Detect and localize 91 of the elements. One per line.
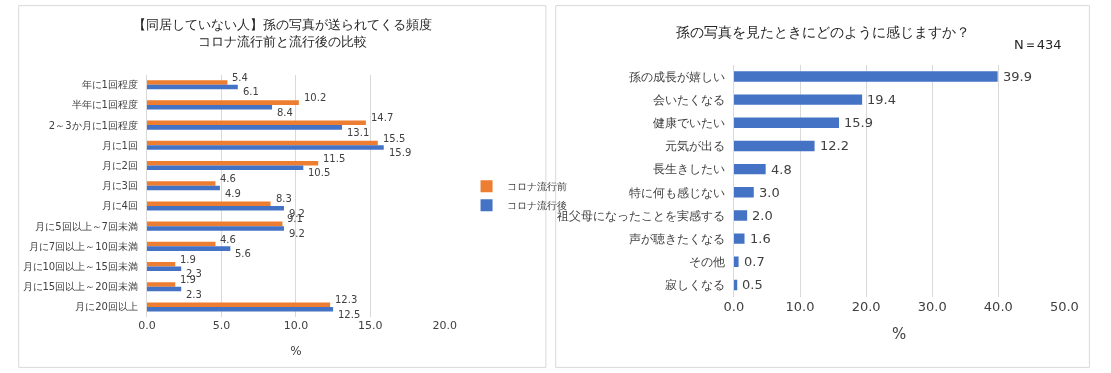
- x-tick-label: 5.0: [212, 319, 231, 333]
- data-label: 4.9: [225, 188, 241, 199]
- y-tick-label: 2～3か月に1回程度: [48, 119, 138, 131]
- y-tick-label: 月に20回以上: [75, 301, 138, 313]
- bar: [146, 125, 343, 130]
- bar: [146, 226, 284, 231]
- legend-label: コロナ流行前: [506, 181, 567, 193]
- data-label: 12.5: [338, 309, 361, 320]
- data-label: 0.5: [742, 277, 763, 292]
- x-tick-label: 20.0: [432, 319, 458, 333]
- y-tick-label: 孫の成長が嬉しい: [628, 69, 725, 84]
- bar: [733, 210, 748, 221]
- bar: [146, 201, 271, 206]
- bar: [146, 181, 216, 186]
- x-tick-label: 50.0: [1049, 298, 1079, 314]
- bar: [733, 163, 766, 175]
- chart-subtitle: コロナ流行前と流行後の比較: [198, 33, 367, 49]
- data-label: 12.2: [820, 138, 849, 153]
- data-label: 9.2: [289, 228, 305, 239]
- y-tick-label: 半年に1回程度: [71, 99, 138, 111]
- data-label: 11.5: [323, 153, 346, 164]
- text: N＝434: [1014, 37, 1062, 52]
- data-label: 0.7: [744, 254, 765, 269]
- y-tick-label: 月に10回以上～15回未満: [22, 261, 138, 273]
- bar: [733, 140, 815, 152]
- data-label: 12.3: [335, 294, 358, 305]
- x-axis-title: %: [290, 343, 302, 358]
- data-label: 10.2: [304, 92, 327, 103]
- bar: [733, 256, 739, 267]
- data-label: 1.9: [180, 254, 196, 265]
- x-tick-label: 40.0: [983, 298, 1013, 314]
- data-label: 8.4: [277, 107, 293, 118]
- data-label: 5.6: [235, 248, 251, 259]
- y-tick-label: 声が聴きたくなる: [628, 231, 725, 246]
- y-tick-label: 会いたくなる: [652, 92, 725, 107]
- y-tick-label: 特に何も感じない: [628, 185, 725, 200]
- data-label: 13.1: [347, 127, 370, 138]
- y-tick-label: 月に4回: [101, 200, 138, 212]
- data-label: 6.1: [243, 86, 259, 97]
- y-tick-label: 月に15回以上～20回未満: [22, 281, 138, 293]
- data-label: 3.0: [759, 185, 780, 200]
- x-axis-title: %: [892, 324, 907, 343]
- y-tick-label: 元気が出る: [664, 139, 725, 154]
- y-tick-label: 月に2回: [101, 160, 138, 172]
- x-tick-label: 0.0: [138, 319, 156, 333]
- data-label: 4.6: [220, 173, 236, 184]
- data-label: 1.6: [750, 231, 771, 246]
- chart-title: 【同居していない人】孫の写真が送られてくる頻度: [133, 17, 432, 32]
- data-label: 4.6: [220, 234, 236, 245]
- chart-title: 孫の写真を見たときにどのように感じますか？: [676, 24, 970, 40]
- y-tick-label: 寂しくなる: [664, 278, 725, 293]
- data-label: 4.8: [771, 162, 792, 177]
- y-tick-label: 月に3回: [101, 180, 138, 192]
- bar: [733, 94, 863, 105]
- bar: [146, 261, 176, 267]
- bar: [146, 145, 384, 150]
- bar: [733, 187, 754, 198]
- bar: [146, 302, 331, 307]
- x-tick-label: 15.0: [358, 319, 383, 333]
- y-tick-label: 健康でいたい: [652, 116, 725, 131]
- data-label: 10.5: [308, 167, 331, 178]
- data-label: 2.3: [186, 289, 202, 300]
- data-label: 2.0: [752, 208, 773, 223]
- y-tick-label: 年に1回程度: [81, 79, 138, 91]
- y-tick-label: その他: [688, 254, 725, 269]
- bar: [146, 282, 176, 287]
- bar: [733, 233, 745, 244]
- bar: [146, 246, 231, 251]
- data-label: 1.9: [180, 274, 196, 285]
- x-tick-label: 10.0: [283, 319, 309, 333]
- data-label: 8.3: [276, 193, 292, 204]
- x-tick-label: 10.0: [785, 298, 815, 314]
- data-label: 15.9: [844, 115, 873, 130]
- data-label: 19.4: [867, 92, 896, 107]
- x-tick-label: 20.0: [851, 298, 881, 314]
- data-label: 14.7: [371, 112, 394, 123]
- bar: [146, 80, 228, 85]
- y-tick-label: 月に7回以上～10回未満: [28, 240, 138, 252]
- y-tick-label: 長生きしたい: [652, 162, 725, 177]
- bar: [146, 100, 299, 105]
- x-tick-label: 30.0: [917, 298, 947, 314]
- data-label: 5.4: [232, 72, 248, 83]
- bar: [733, 71, 998, 82]
- data-label: 39.9: [1003, 69, 1032, 84]
- bar: [733, 117, 840, 129]
- data-label: 15.5: [383, 133, 406, 144]
- bar: [146, 160, 319, 166]
- y-tick-label: 月に5回以上～7回未満: [35, 220, 138, 232]
- data-label: 15.9: [389, 147, 412, 158]
- y-tick-label: 月に1回: [101, 139, 138, 151]
- x-tick-label: 0.0: [723, 298, 745, 314]
